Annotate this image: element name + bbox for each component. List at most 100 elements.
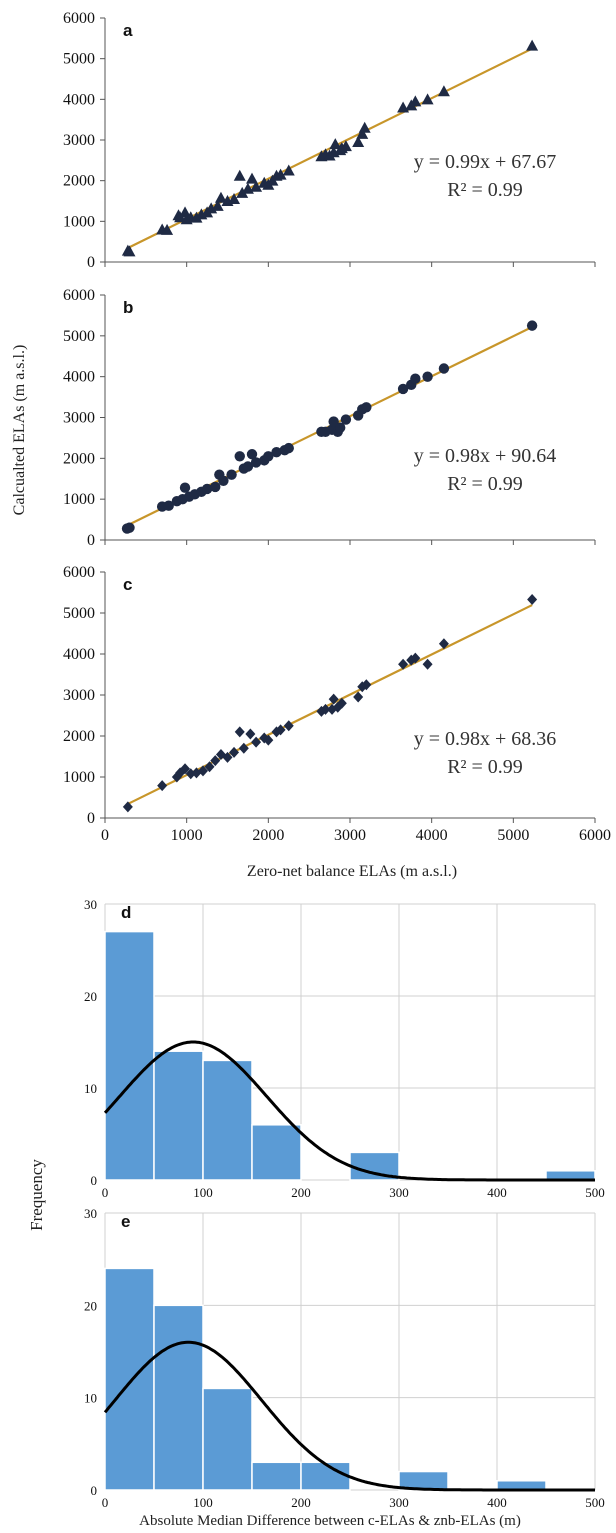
y-tick-label: 0: [87, 810, 95, 827]
scatter-panel-c: 0 1000 2000 3000 4000 5000 6000 0 1000 2000 3000 40…: [63, 564, 611, 844]
hist-y-axis-label: Frequency: [27, 1159, 46, 1231]
data-point: [336, 697, 347, 709]
y-tick-label: 0: [87, 254, 95, 271]
data-point: [123, 245, 136, 257]
y-tick-label: 5000: [63, 605, 95, 622]
normal-curve: [103, 1040, 595, 1182]
histogram-bar: [153, 1304, 204, 1491]
data-point: [157, 780, 168, 792]
x-tick-label: 200: [291, 1185, 311, 1200]
y-tick-label: 4000: [63, 369, 95, 386]
scatter-x-axis-label: Zero-net balance ELAs (m a.s.l.): [247, 863, 457, 880]
panel-letter: d: [121, 903, 131, 922]
trend-equation: y = 0.98x + 68.36: [414, 728, 557, 750]
data-point: [250, 180, 263, 192]
data-point: [320, 703, 331, 715]
data-point: [361, 402, 372, 413]
data-point: [211, 199, 224, 211]
data-point: [335, 422, 346, 433]
x-tick-label: 3000: [334, 827, 366, 844]
data-point: [397, 383, 409, 395]
data-point: [438, 638, 449, 650]
data-point: [234, 451, 245, 462]
x-tick-label: 0: [101, 827, 109, 844]
data-point: [275, 724, 286, 736]
data-point: [410, 652, 421, 664]
data-point: [339, 140, 352, 152]
r-squared-label: R² = 0.99: [447, 179, 523, 201]
histogram-bar: [202, 1059, 253, 1181]
data-point: [229, 746, 240, 758]
y-tick-label: 6000: [63, 287, 95, 304]
hist-x-axis-label: Absolute Median Difference between c-ELA…: [139, 1513, 521, 1529]
y-tick-label: 2000: [63, 450, 95, 467]
data-point: [340, 414, 352, 425]
y-tick-label: 2000: [63, 728, 95, 745]
y-tick-label: 10: [84, 1391, 97, 1406]
data-point: [236, 186, 249, 198]
data-point: [242, 461, 254, 472]
x-tick-label: 4000: [416, 827, 448, 844]
data-point: [328, 416, 339, 427]
data-point: [210, 755, 221, 767]
data-point: [527, 593, 538, 605]
trend-equation: y = 0.99x + 67.67: [414, 151, 557, 173]
data-point: [353, 691, 364, 703]
y-tick-label: 0: [87, 532, 95, 549]
x-tick-label: 6000: [579, 827, 611, 844]
data-point: [410, 373, 421, 384]
r-squared-label: R² = 0.99: [447, 756, 523, 778]
y-tick-label: 1000: [63, 769, 95, 786]
data-point: [226, 469, 237, 480]
data-point: [263, 451, 274, 462]
panel-letter: e: [121, 1212, 130, 1231]
data-point: [356, 127, 369, 139]
normal-curve: [103, 1340, 595, 1492]
scatter-y-axis-label: Calcualted ELAs (m a.s.l.): [11, 345, 28, 516]
data-point: [421, 93, 434, 105]
x-tick-label: 0: [102, 1185, 109, 1200]
data-point: [438, 363, 450, 374]
y-tick-label: 20: [84, 1298, 97, 1313]
y-tick-label: 5000: [63, 51, 95, 68]
data-point: [190, 211, 203, 223]
data-point: [271, 447, 282, 458]
trend-equation: y = 0.98x + 90.64: [414, 445, 557, 467]
data-point: [422, 658, 433, 670]
data-point: [283, 720, 294, 732]
y-tick-label: 3000: [63, 687, 95, 704]
x-tick-label: 500: [585, 1185, 605, 1200]
data-point: [329, 138, 342, 150]
y-tick-label: 3000: [63, 132, 95, 149]
y-tick-label: 2000: [63, 173, 95, 190]
y-tick-label: 20: [84, 989, 97, 1004]
y-tick-label: 10: [84, 1081, 97, 1096]
y-tick-label: 5000: [63, 328, 95, 345]
data-point: [282, 164, 295, 176]
y-tick-label: 1000: [63, 491, 95, 508]
data-point: [328, 693, 339, 705]
x-tick-label: 300: [389, 1495, 409, 1510]
x-tick-label: 2000: [252, 827, 284, 844]
data-point: [201, 483, 213, 495]
data-point: [409, 95, 422, 107]
histogram-bar: [251, 1461, 302, 1491]
y-tick-label: 4000: [63, 646, 95, 663]
histogram-bar: [202, 1387, 253, 1491]
scatter-panel-a: 0 1000 2000 3000 4000 5000 6000 y = 0.99x + 67.…: [63, 10, 596, 271]
data-point: [161, 223, 174, 235]
data-point: [246, 172, 258, 184]
panel-letter: c: [123, 575, 132, 594]
y-tick-label: 3000: [63, 410, 95, 427]
y-tick-label: 30: [84, 897, 97, 912]
histogram-bar: [104, 1267, 155, 1491]
data-point: [210, 481, 221, 493]
histogram-bar: [104, 930, 155, 1181]
data-point: [246, 449, 258, 460]
data-point: [180, 763, 191, 775]
data-point: [222, 751, 233, 763]
x-tick-label: 500: [585, 1495, 605, 1510]
data-point: [163, 500, 174, 511]
data-point: [214, 191, 227, 203]
